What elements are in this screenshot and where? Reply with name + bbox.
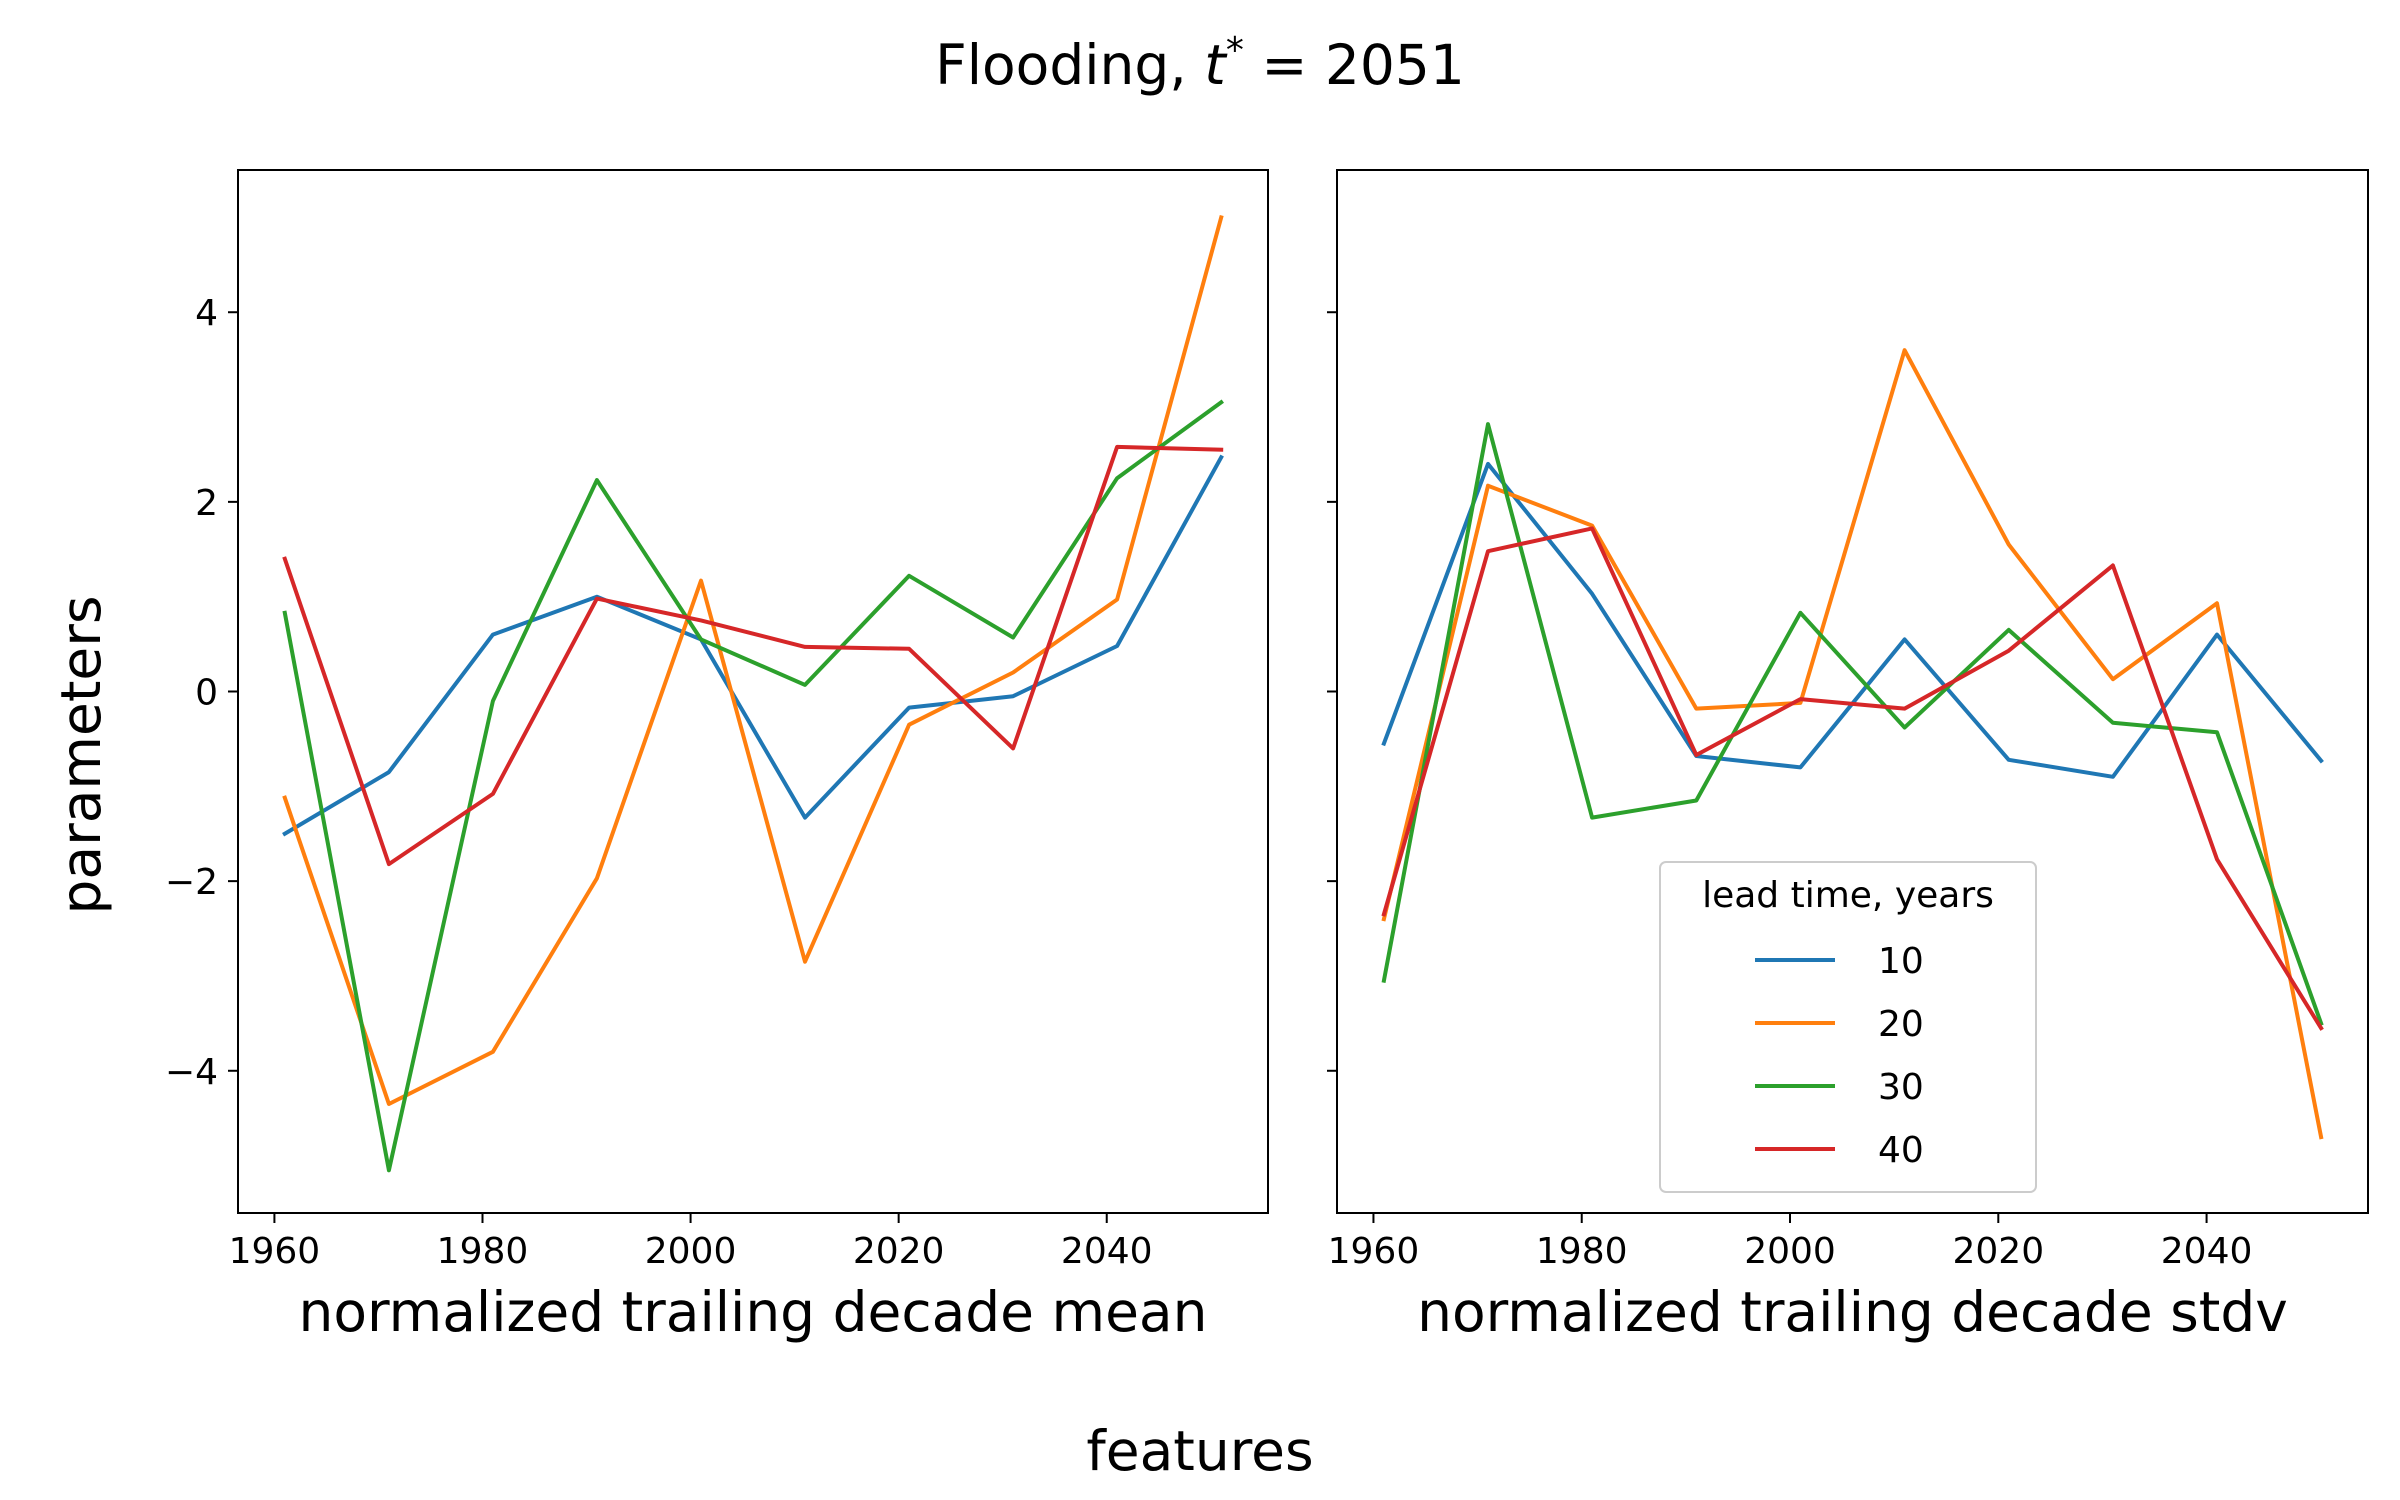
y-tick-label: 0 <box>195 673 218 714</box>
figure-title-suffix: = 2051 <box>1244 33 1465 97</box>
figure-title-superscript: * <box>1226 30 1244 71</box>
left-panel: 1960 1980 2000 2020 2040 −4 −2 0 2 4 normalized tr… <box>165 169 1269 1344</box>
legend-box <box>1659 861 2037 1193</box>
x-tick-label: 1960 <box>1328 1231 1420 1272</box>
y-tick-label: 4 <box>195 293 218 334</box>
x-tick-label: 2020 <box>1952 1231 2044 1272</box>
figure-x-title: features <box>1086 1419 1313 1483</box>
x-tick-label: 2020 <box>853 1231 945 1272</box>
legend-label-30: 30 <box>1878 1067 1924 1108</box>
series-line-30 <box>282 399 1224 1173</box>
x-tick-label: 1980 <box>1536 1231 1628 1272</box>
x-tick-label: 2040 <box>1061 1231 1153 1272</box>
legend-label-10: 10 <box>1878 941 1924 982</box>
figure-title-variable: t <box>1204 33 1228 97</box>
legend: lead time, years 10 20 30 40 <box>1659 861 2037 1193</box>
series-line-30 <box>1381 422 2324 1026</box>
x-axis-title: normalized trailing decade mean <box>299 1280 1208 1344</box>
legend-title: lead time, years <box>1702 875 1994 916</box>
plot-frame <box>237 169 1269 1214</box>
series-line-40 <box>1381 526 2324 1031</box>
x-tick-label: 2000 <box>645 1231 737 1272</box>
legend-label-20: 20 <box>1878 1004 1924 1045</box>
x-tick-label: 2000 <box>1744 1231 1836 1272</box>
legend-label-40: 40 <box>1878 1130 1924 1171</box>
y-tick-label: 2 <box>195 483 218 524</box>
figure-title-prefix: Flooding, <box>935 33 1204 97</box>
x-tick-label: 1980 <box>437 1231 529 1272</box>
x-axis-title: normalized trailing decade stdv <box>1417 1280 2288 1344</box>
x-tick-label: 2040 <box>2161 1231 2253 1272</box>
y-tick-label: −2 <box>165 862 218 903</box>
series-line-20 <box>282 214 1224 1106</box>
figure-title: Flooding, t* = 2051 <box>935 30 1465 97</box>
series-line-10 <box>282 454 1224 837</box>
x-tick-label: 1960 <box>229 1231 321 1272</box>
y-tick-label: −4 <box>165 1052 218 1093</box>
figure-y-title: parameters <box>49 595 113 914</box>
series-line-20 <box>1381 348 2324 1140</box>
series-line-40 <box>282 444 1224 867</box>
